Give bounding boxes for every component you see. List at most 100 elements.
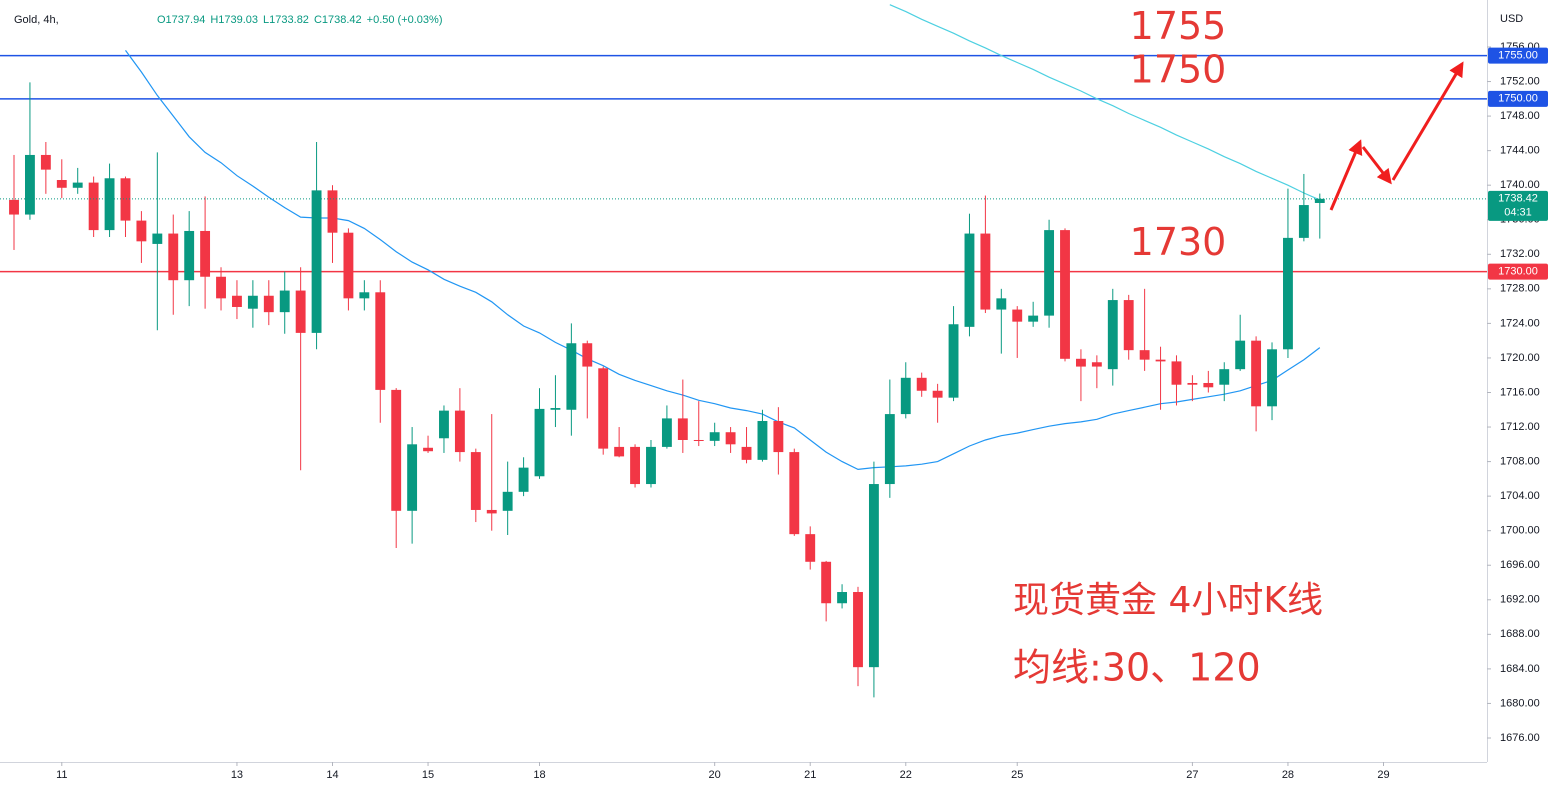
ohlc-value: C1738.42 bbox=[314, 14, 362, 26]
x-tick-label: 11 bbox=[56, 769, 67, 781]
candle-body bbox=[1267, 349, 1277, 407]
candle-body bbox=[88, 182, 99, 231]
candle-body bbox=[295, 290, 306, 333]
y-tick-label: 1676.00 bbox=[1500, 732, 1540, 744]
y-tick-label: 1684.00 bbox=[1500, 663, 1540, 675]
candle-body bbox=[661, 418, 672, 447]
candle-body bbox=[9, 199, 19, 215]
x-tick-label: 15 bbox=[422, 769, 434, 781]
y-tick-label: 1752.00 bbox=[1500, 75, 1540, 87]
candle-body bbox=[1012, 309, 1023, 322]
y-tick-label: 1724.00 bbox=[1500, 317, 1540, 329]
candle-body bbox=[1298, 205, 1309, 238]
arrow bbox=[1361, 146, 1392, 185]
plot-area bbox=[0, 4, 1487, 698]
level-annotation: 1730 bbox=[1130, 220, 1227, 264]
x-tick-label: 20 bbox=[709, 769, 721, 781]
last-price-label: 1738.42 bbox=[1498, 193, 1538, 205]
ohlc-value: L1733.82 bbox=[263, 14, 309, 26]
candle-body bbox=[56, 180, 67, 188]
x-tick-label: 21 bbox=[804, 769, 816, 781]
candle-body bbox=[423, 447, 433, 452]
candle-body bbox=[311, 190, 322, 333]
x-tick-label: 18 bbox=[533, 769, 545, 781]
candle-body bbox=[566, 343, 577, 410]
currency: USD bbox=[1500, 13, 1523, 25]
candle-body bbox=[1219, 369, 1230, 385]
last-price-box bbox=[1488, 190, 1548, 221]
candle-body bbox=[900, 377, 911, 415]
y-tick-label: 1720.00 bbox=[1500, 352, 1540, 364]
candle-body bbox=[614, 446, 625, 457]
moving-average bbox=[889, 4, 1321, 201]
y-tick-label: 1728.00 bbox=[1500, 283, 1540, 295]
candle-body bbox=[72, 182, 83, 188]
candle-body bbox=[916, 377, 927, 391]
candle-body bbox=[120, 178, 131, 221]
candle-body bbox=[741, 446, 752, 460]
candle-body bbox=[948, 324, 959, 398]
arrow bbox=[1329, 139, 1363, 211]
candle-body bbox=[677, 418, 688, 440]
x-tick-label: 25 bbox=[1011, 769, 1023, 781]
ohlc-value: O1737.94 bbox=[157, 14, 205, 26]
candle-body bbox=[1235, 340, 1246, 370]
candle-body bbox=[375, 292, 386, 390]
candle-body bbox=[1314, 198, 1325, 203]
candle-body bbox=[216, 276, 226, 299]
level-label-box bbox=[1488, 90, 1548, 107]
candle-body bbox=[136, 220, 147, 242]
candle-body bbox=[884, 414, 895, 485]
candle-body bbox=[1044, 230, 1055, 316]
y-tick-label: 1732.00 bbox=[1500, 248, 1540, 260]
x-tick-label: 14 bbox=[326, 769, 338, 781]
ohlc-value: +0.50 (+0.03%) bbox=[367, 14, 443, 26]
candle-body bbox=[40, 154, 51, 170]
candle-body bbox=[232, 295, 242, 307]
moving-average bbox=[125, 50, 1321, 471]
countdown-label: 04:31 bbox=[1504, 207, 1532, 219]
x-tick-label: 22 bbox=[900, 769, 912, 781]
candle-body bbox=[1075, 358, 1086, 367]
y-tick-label: 1688.00 bbox=[1500, 628, 1540, 640]
candle-body bbox=[1123, 300, 1134, 351]
candle-body bbox=[486, 509, 497, 514]
y-tick-label: 1704.00 bbox=[1500, 490, 1540, 502]
candle-body bbox=[1139, 350, 1150, 360]
candle-body bbox=[1091, 362, 1102, 367]
y-tick-label: 1744.00 bbox=[1500, 145, 1540, 157]
x-tick-label: 13 bbox=[231, 769, 243, 781]
y-tick-label: 1696.00 bbox=[1500, 559, 1540, 571]
candle-body bbox=[263, 295, 274, 313]
x-tick-label: 27 bbox=[1186, 769, 1198, 781]
candle-body bbox=[343, 232, 354, 299]
candle-body bbox=[582, 343, 593, 367]
candle-body bbox=[853, 592, 863, 668]
candle-body bbox=[470, 452, 481, 510]
candle-body bbox=[693, 439, 704, 441]
candle-body bbox=[1187, 382, 1198, 385]
candle-body bbox=[1060, 230, 1070, 359]
y-tick-label: 1692.00 bbox=[1500, 594, 1540, 606]
candle-body bbox=[152, 233, 163, 244]
y-tick-label: 1700.00 bbox=[1500, 525, 1540, 537]
candle-body bbox=[454, 410, 465, 453]
candle-body bbox=[773, 420, 784, 453]
candle-body bbox=[980, 233, 991, 310]
candle-body bbox=[598, 368, 609, 449]
candle-body bbox=[757, 420, 768, 460]
candle-body bbox=[1283, 237, 1293, 350]
arrow bbox=[1391, 61, 1464, 181]
candle-body bbox=[996, 298, 1007, 310]
x-tick-label: 29 bbox=[1377, 769, 1389, 781]
annotation: 均线:30、120 bbox=[1013, 646, 1261, 690]
candle-body bbox=[168, 233, 179, 281]
level-label: 1730.00 bbox=[1498, 265, 1538, 277]
candle-body bbox=[359, 292, 370, 299]
candle-body bbox=[932, 390, 943, 398]
candle-body bbox=[1171, 361, 1182, 385]
candle-body bbox=[709, 432, 720, 441]
level-annotation: 1755 bbox=[1130, 4, 1227, 48]
candle-body bbox=[518, 467, 529, 492]
